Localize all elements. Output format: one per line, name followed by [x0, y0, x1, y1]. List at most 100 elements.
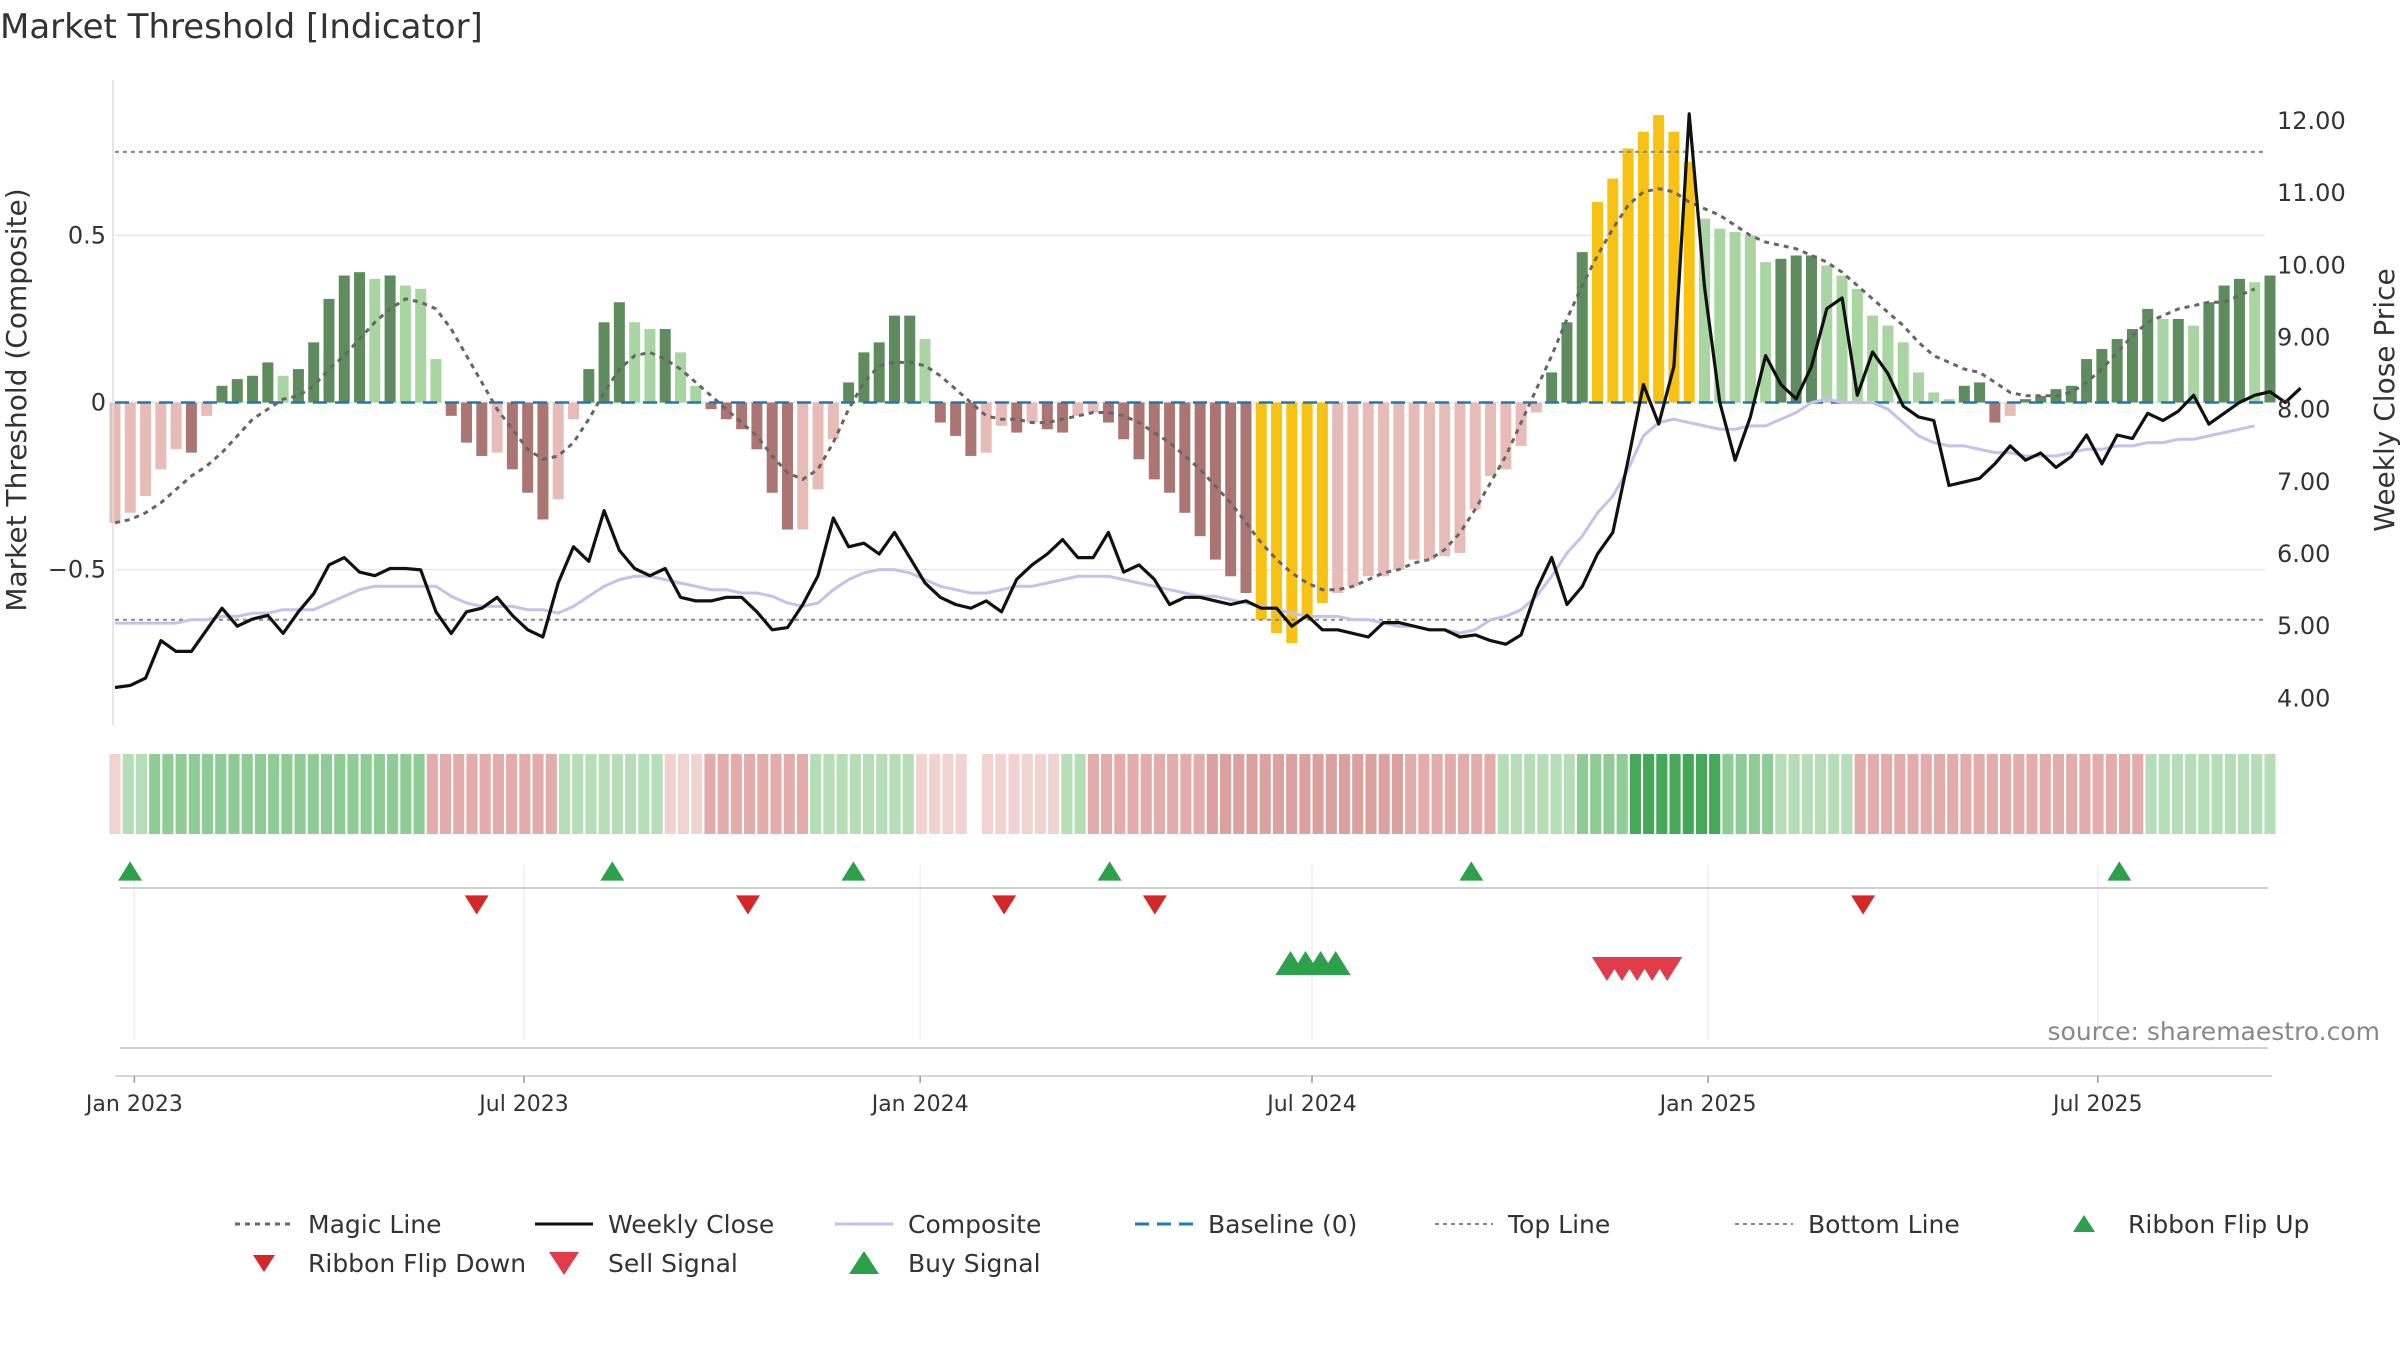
ribbon-flip-up-marker — [118, 861, 143, 881]
ribbon-cell — [1034, 754, 1047, 834]
ribbon-cell — [1444, 754, 1456, 834]
ribbon-cell — [1973, 754, 1985, 834]
ribbon-cell — [598, 754, 610, 834]
composite-bar — [140, 402, 152, 497]
composite-bar — [1301, 402, 1313, 620]
ribbon-cell — [2052, 754, 2065, 834]
composite-bar — [1118, 402, 1130, 440]
ribbon-flip-up-marker — [1097, 861, 1122, 881]
ribbon-cell — [651, 754, 663, 834]
composite-bar — [1011, 402, 1023, 433]
y-right-tick-label: 5.00 — [2277, 612, 2330, 640]
composite-bar — [231, 379, 243, 403]
composite-bar — [1637, 131, 1649, 403]
ribbon-cell — [122, 754, 134, 834]
ribbon-cell — [1219, 754, 1232, 834]
composite-bar — [1943, 399, 1955, 403]
ribbon-cell — [1907, 754, 1919, 834]
legend-swatch — [2073, 1215, 2095, 1232]
composite-bar — [858, 352, 870, 403]
composite-bar — [1087, 402, 1099, 413]
ribbon-cell — [228, 754, 240, 834]
composite-bar — [965, 402, 977, 456]
ribbon-cell — [1616, 754, 1628, 834]
ribbon-cell — [188, 754, 200, 834]
ribbon-cell — [1669, 754, 1681, 834]
ribbon-cell — [2066, 754, 2078, 834]
composite-bar — [1790, 255, 1802, 403]
ribbon-cell — [942, 754, 954, 834]
ribbon-cell — [109, 754, 121, 834]
legend-item: Bottom Line — [1735, 1210, 1960, 1239]
composite-bar — [277, 375, 289, 403]
composite-bar — [262, 362, 274, 403]
ribbon-cell — [1286, 754, 1298, 834]
ribbon-cell — [1074, 754, 1086, 834]
ribbon-cell — [1061, 754, 1073, 834]
ribbon-cell — [215, 754, 227, 834]
composite-bar — [2065, 385, 2077, 403]
ribbon-cell — [1590, 754, 1602, 834]
legend-label: Baseline (0) — [1208, 1210, 1357, 1239]
ribbon-cell — [2105, 754, 2117, 834]
ribbon-cell — [730, 754, 742, 834]
ribbon-cell — [1682, 754, 1694, 834]
legend-item: Weekly Close — [535, 1210, 774, 1239]
composite-bar — [781, 402, 793, 530]
ribbon-cell — [426, 754, 438, 834]
composite-bar — [995, 402, 1007, 426]
ribbon-cell — [439, 754, 452, 834]
composite-bar — [659, 328, 671, 403]
composite-bar — [1026, 402, 1038, 423]
x-tick-label: Jul 2023 — [477, 1092, 569, 1117]
composite-bar — [1744, 235, 1756, 403]
ribbon-cell — [2185, 754, 2197, 834]
ribbon-cell — [1656, 754, 1668, 834]
ribbon-cell — [1576, 754, 1589, 834]
ribbon-cell — [135, 754, 147, 834]
composite-bar — [1393, 402, 1405, 570]
ribbon-cell — [1722, 754, 1734, 834]
composite-bar — [338, 275, 350, 403]
y-axis-right-label: Weekly Close Price — [2368, 268, 2400, 531]
ribbon-cell — [664, 754, 676, 834]
composite-bar — [1699, 218, 1711, 403]
composite-bar — [185, 402, 197, 453]
composite-bar — [2004, 402, 2016, 416]
legend-label: Ribbon Flip Up — [2128, 1210, 2309, 1239]
composite-bar — [644, 328, 656, 403]
legend-item: Sell Signal — [549, 1249, 738, 1278]
ribbon-cell — [175, 754, 187, 834]
composite-bar — [2035, 395, 2047, 403]
legend-label: Ribbon Flip Down — [308, 1249, 526, 1278]
ribbon-cell — [413, 754, 425, 834]
y-axis-left-label: Market Threshold (Composite) — [0, 188, 33, 611]
composite-bar — [2249, 282, 2261, 403]
ribbon-cell — [201, 754, 214, 834]
ribbon-cell — [400, 754, 412, 834]
composite-bar — [705, 402, 717, 410]
ribbon-cell — [1643, 754, 1655, 834]
ribbon-cell — [796, 754, 809, 834]
composite-bar — [950, 402, 962, 436]
composite-bar — [461, 402, 473, 443]
x-tick-label: Jan 2025 — [1658, 1092, 1757, 1117]
composite-bar — [1408, 402, 1420, 560]
composite-bar — [1194, 402, 1206, 537]
ribbon-cell — [268, 754, 280, 834]
composite-bar — [1882, 325, 1894, 403]
ribbon-cell — [360, 754, 372, 834]
composite-bar — [1760, 262, 1772, 403]
composite-bar — [1316, 402, 1328, 604]
composite-bar — [934, 402, 946, 423]
composite-bar — [1958, 385, 1970, 403]
composite-bar — [873, 342, 885, 403]
ribbon-cell — [1801, 754, 1813, 834]
ribbon-cell — [572, 754, 584, 834]
composite-bar — [2157, 318, 2169, 403]
composite-bar — [751, 402, 763, 450]
ribbon-cell — [783, 754, 795, 834]
ribbon-cell — [1947, 754, 1959, 834]
ribbon-cell — [1894, 754, 1906, 834]
